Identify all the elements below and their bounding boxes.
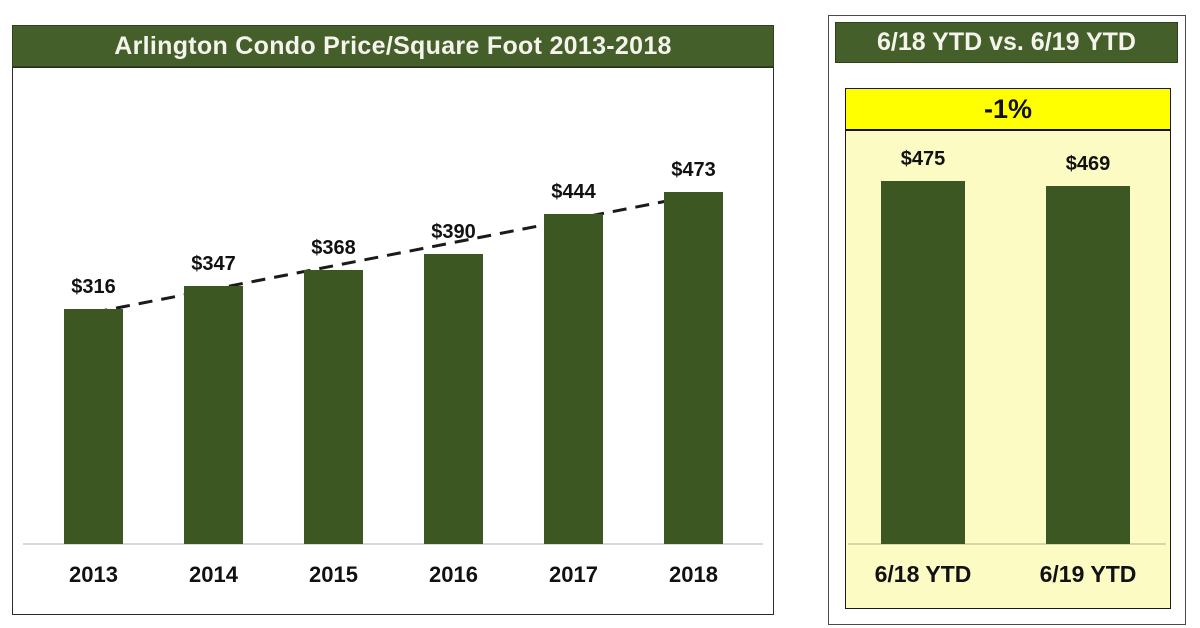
right-chart-title: 6/18 YTD vs. 6/19 YTD bbox=[835, 22, 1178, 63]
bar-2018 bbox=[664, 192, 723, 544]
bar-2015 bbox=[304, 270, 363, 544]
left-chart-area: $316 2013 $347 2014 $368 2015 $390 2016 $444 2017… bbox=[12, 67, 774, 615]
left-x-axis-line bbox=[23, 543, 763, 545]
right-chart-panel: 6/18 YTD vs. 6/19 YTD -1% $475 6/18 YTD $4… bbox=[828, 15, 1186, 625]
bar-value-label: $444 bbox=[551, 181, 596, 203]
bar-6-18-ytd bbox=[881, 181, 965, 544]
right-chart-area: -1% $475 6/18 YTD $469 6/19 YTD bbox=[845, 88, 1171, 609]
bar-value-label: $368 bbox=[311, 237, 356, 259]
bar-value-label: $475 bbox=[900, 148, 946, 170]
bar-value-label: $469 bbox=[1065, 153, 1111, 175]
x-axis-label: 2016 bbox=[429, 562, 478, 587]
right-plot-area: $475 6/18 YTD $469 6/19 YTD bbox=[846, 89, 1170, 608]
bar-2016 bbox=[424, 254, 483, 544]
left-plot-area: $316 2013 $347 2014 $368 2015 $390 2016 $444 2017… bbox=[13, 68, 773, 614]
x-axis-label: 6/18 YTD bbox=[874, 561, 972, 587]
bar-value-label: $390 bbox=[431, 221, 476, 243]
right-x-axis-line bbox=[848, 543, 1166, 545]
x-axis-label: 2013 bbox=[69, 562, 118, 587]
bar-6-19-ytd bbox=[1046, 186, 1130, 544]
bar-2017 bbox=[544, 214, 603, 544]
bar-value-label: $347 bbox=[191, 253, 236, 275]
bar-2013 bbox=[64, 309, 123, 544]
bar-value-label: $316 bbox=[71, 276, 116, 298]
percent-change-banner: -1% bbox=[846, 89, 1170, 131]
x-axis-label: 2017 bbox=[549, 562, 598, 587]
x-axis-label: 6/19 YTD bbox=[1039, 561, 1137, 587]
x-axis-label: 2018 bbox=[669, 562, 718, 587]
trendline bbox=[93, 192, 706, 314]
left-chart-title: Arlington Condo Price/Square Foot 2013-2… bbox=[12, 25, 774, 67]
x-axis-label: 2014 bbox=[189, 562, 238, 587]
bar-2014 bbox=[184, 286, 243, 544]
bar-value-label: $473 bbox=[671, 159, 716, 181]
x-axis-label: 2015 bbox=[309, 562, 358, 587]
